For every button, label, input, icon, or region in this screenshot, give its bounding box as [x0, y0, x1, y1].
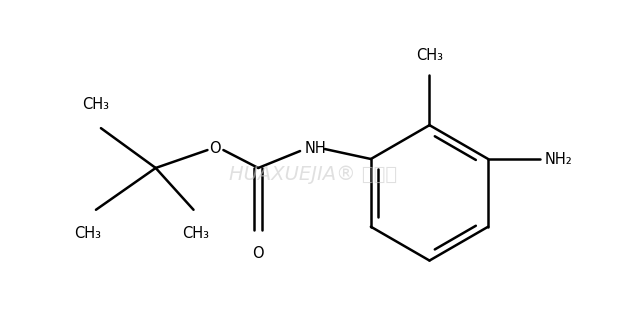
- Text: CH₃: CH₃: [74, 226, 101, 241]
- Text: CH₃: CH₃: [182, 226, 209, 241]
- Text: O: O: [210, 140, 221, 156]
- Text: CH₃: CH₃: [416, 48, 443, 63]
- Text: O: O: [252, 246, 264, 260]
- Text: NH: NH: [305, 140, 327, 156]
- Text: CH₃: CH₃: [83, 97, 110, 112]
- Text: HUAXUEJIA® 化学加: HUAXUEJIA® 化学加: [229, 165, 397, 184]
- Text: NH₂: NH₂: [545, 151, 573, 166]
